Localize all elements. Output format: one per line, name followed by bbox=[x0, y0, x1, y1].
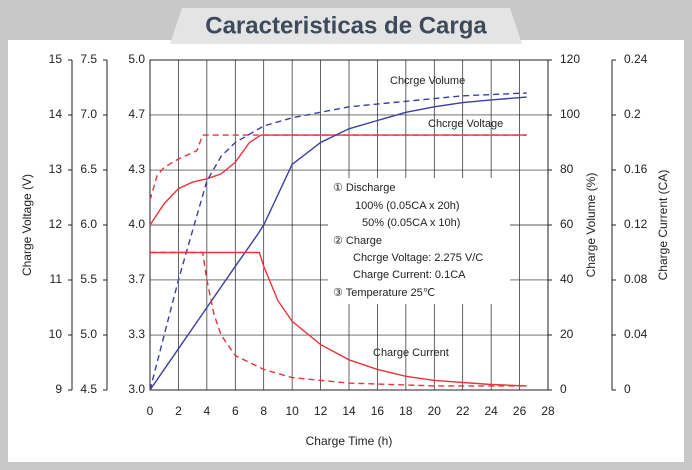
x-tick-label: 24 bbox=[484, 404, 498, 418]
y-tick-label: 5.5 bbox=[80, 272, 97, 286]
x-tick-label: 28 bbox=[541, 404, 555, 418]
y-tick-label: 4.7 bbox=[128, 107, 145, 121]
series-line bbox=[150, 251, 527, 387]
y-axis-label: Charge Current (CA) bbox=[656, 170, 670, 281]
y-tick-label: 7.0 bbox=[80, 107, 97, 121]
y-tick-label: 100 bbox=[560, 107, 580, 121]
series-line bbox=[149, 96, 527, 391]
y-tick-label: 0 bbox=[624, 382, 631, 396]
y-tick-label: 7.5 bbox=[80, 52, 97, 66]
y-tick-label: 4.3 bbox=[128, 162, 145, 176]
y-tick-label: 0.08 bbox=[624, 272, 648, 286]
x-tick-label: 18 bbox=[399, 404, 413, 418]
y-tick-label: 3.3 bbox=[128, 327, 145, 341]
series-line bbox=[150, 251, 527, 387]
y-axis-label: Charge Volume (%) bbox=[584, 173, 598, 278]
note-line: ③ Temperature 25℃ bbox=[333, 287, 435, 299]
y-tick-label: 60 bbox=[560, 217, 574, 231]
y-tick-label: 4.5 bbox=[80, 382, 97, 396]
y-tick-label: 5.0 bbox=[80, 327, 97, 341]
y-tick-label: 4.0 bbox=[128, 217, 145, 231]
curve-label: Chcrge Volume bbox=[390, 75, 465, 87]
y-tick-label: 120 bbox=[560, 52, 580, 66]
y-tick-label: 5.0 bbox=[128, 52, 145, 66]
y-tick-label: 9 bbox=[55, 382, 62, 396]
x-tick-label: 16 bbox=[371, 404, 385, 418]
series-line bbox=[149, 92, 527, 391]
x-tick-label: 22 bbox=[456, 404, 470, 418]
title-tab bbox=[170, 8, 522, 44]
curve-label: Chcrge Voltage bbox=[428, 118, 503, 130]
y-tick-label: 15 bbox=[49, 52, 63, 66]
chart-title: Caracteristicas de Carga bbox=[205, 12, 487, 39]
note-line: ② Charge bbox=[333, 235, 382, 247]
y-tick-label: 0.16 bbox=[624, 162, 648, 176]
x-tick-label: 4 bbox=[204, 404, 211, 418]
note-line: Chcrge Voltage: 2.275 V/C bbox=[353, 252, 483, 264]
y-tick-label: 0.24 bbox=[624, 52, 648, 66]
note-line: Charge Current: 0.1CA bbox=[353, 269, 466, 281]
y-tick-label: 11 bbox=[50, 272, 63, 286]
y-tick-label: 0.04 bbox=[624, 327, 648, 341]
note-line: 100% (0.05CA x 20h) bbox=[355, 200, 460, 212]
x-tick-label: 14 bbox=[342, 404, 356, 418]
y-tick-label: 10 bbox=[49, 327, 63, 341]
y-tick-label: 80 bbox=[560, 162, 574, 176]
y-tick-label: 40 bbox=[560, 272, 574, 286]
series-line bbox=[149, 134, 527, 226]
y-tick-label: 0.2 bbox=[624, 107, 641, 121]
y-tick-label: 12 bbox=[49, 217, 63, 231]
y-axis-label: Charge Voltage (V) bbox=[20, 174, 34, 276]
x-axis-label: Charge Time (h) bbox=[306, 434, 393, 448]
y-tick-label: 6.0 bbox=[80, 217, 97, 231]
y-tick-label: 14 bbox=[49, 107, 63, 121]
curve-label: Charge Current bbox=[373, 347, 449, 359]
x-tick-label: 8 bbox=[260, 404, 267, 418]
series-line bbox=[149, 134, 527, 201]
note-line: ① Discharge bbox=[333, 182, 395, 194]
y-tick-label: 0 bbox=[560, 382, 567, 396]
x-tick-label: 20 bbox=[428, 404, 442, 418]
notes-box bbox=[328, 178, 510, 304]
y-tick-label: 13 bbox=[49, 162, 63, 176]
x-tick-label: 10 bbox=[285, 404, 299, 418]
x-tick-label: 6 bbox=[232, 404, 239, 418]
y-tick-label: 3.0 bbox=[128, 382, 145, 396]
y-tick-label: 20 bbox=[560, 327, 574, 341]
x-tick-label: 26 bbox=[513, 404, 527, 418]
y-tick-label: 3.7 bbox=[128, 272, 145, 286]
y-tick-label: 0.12 bbox=[624, 217, 648, 231]
x-tick-label: 2 bbox=[175, 404, 182, 418]
x-tick-label: 12 bbox=[314, 404, 328, 418]
note-line: 50% (0.05CA x 10h) bbox=[362, 217, 460, 229]
y-tick-label: 6.5 bbox=[80, 162, 97, 176]
x-tick-label: 0 bbox=[147, 404, 154, 418]
